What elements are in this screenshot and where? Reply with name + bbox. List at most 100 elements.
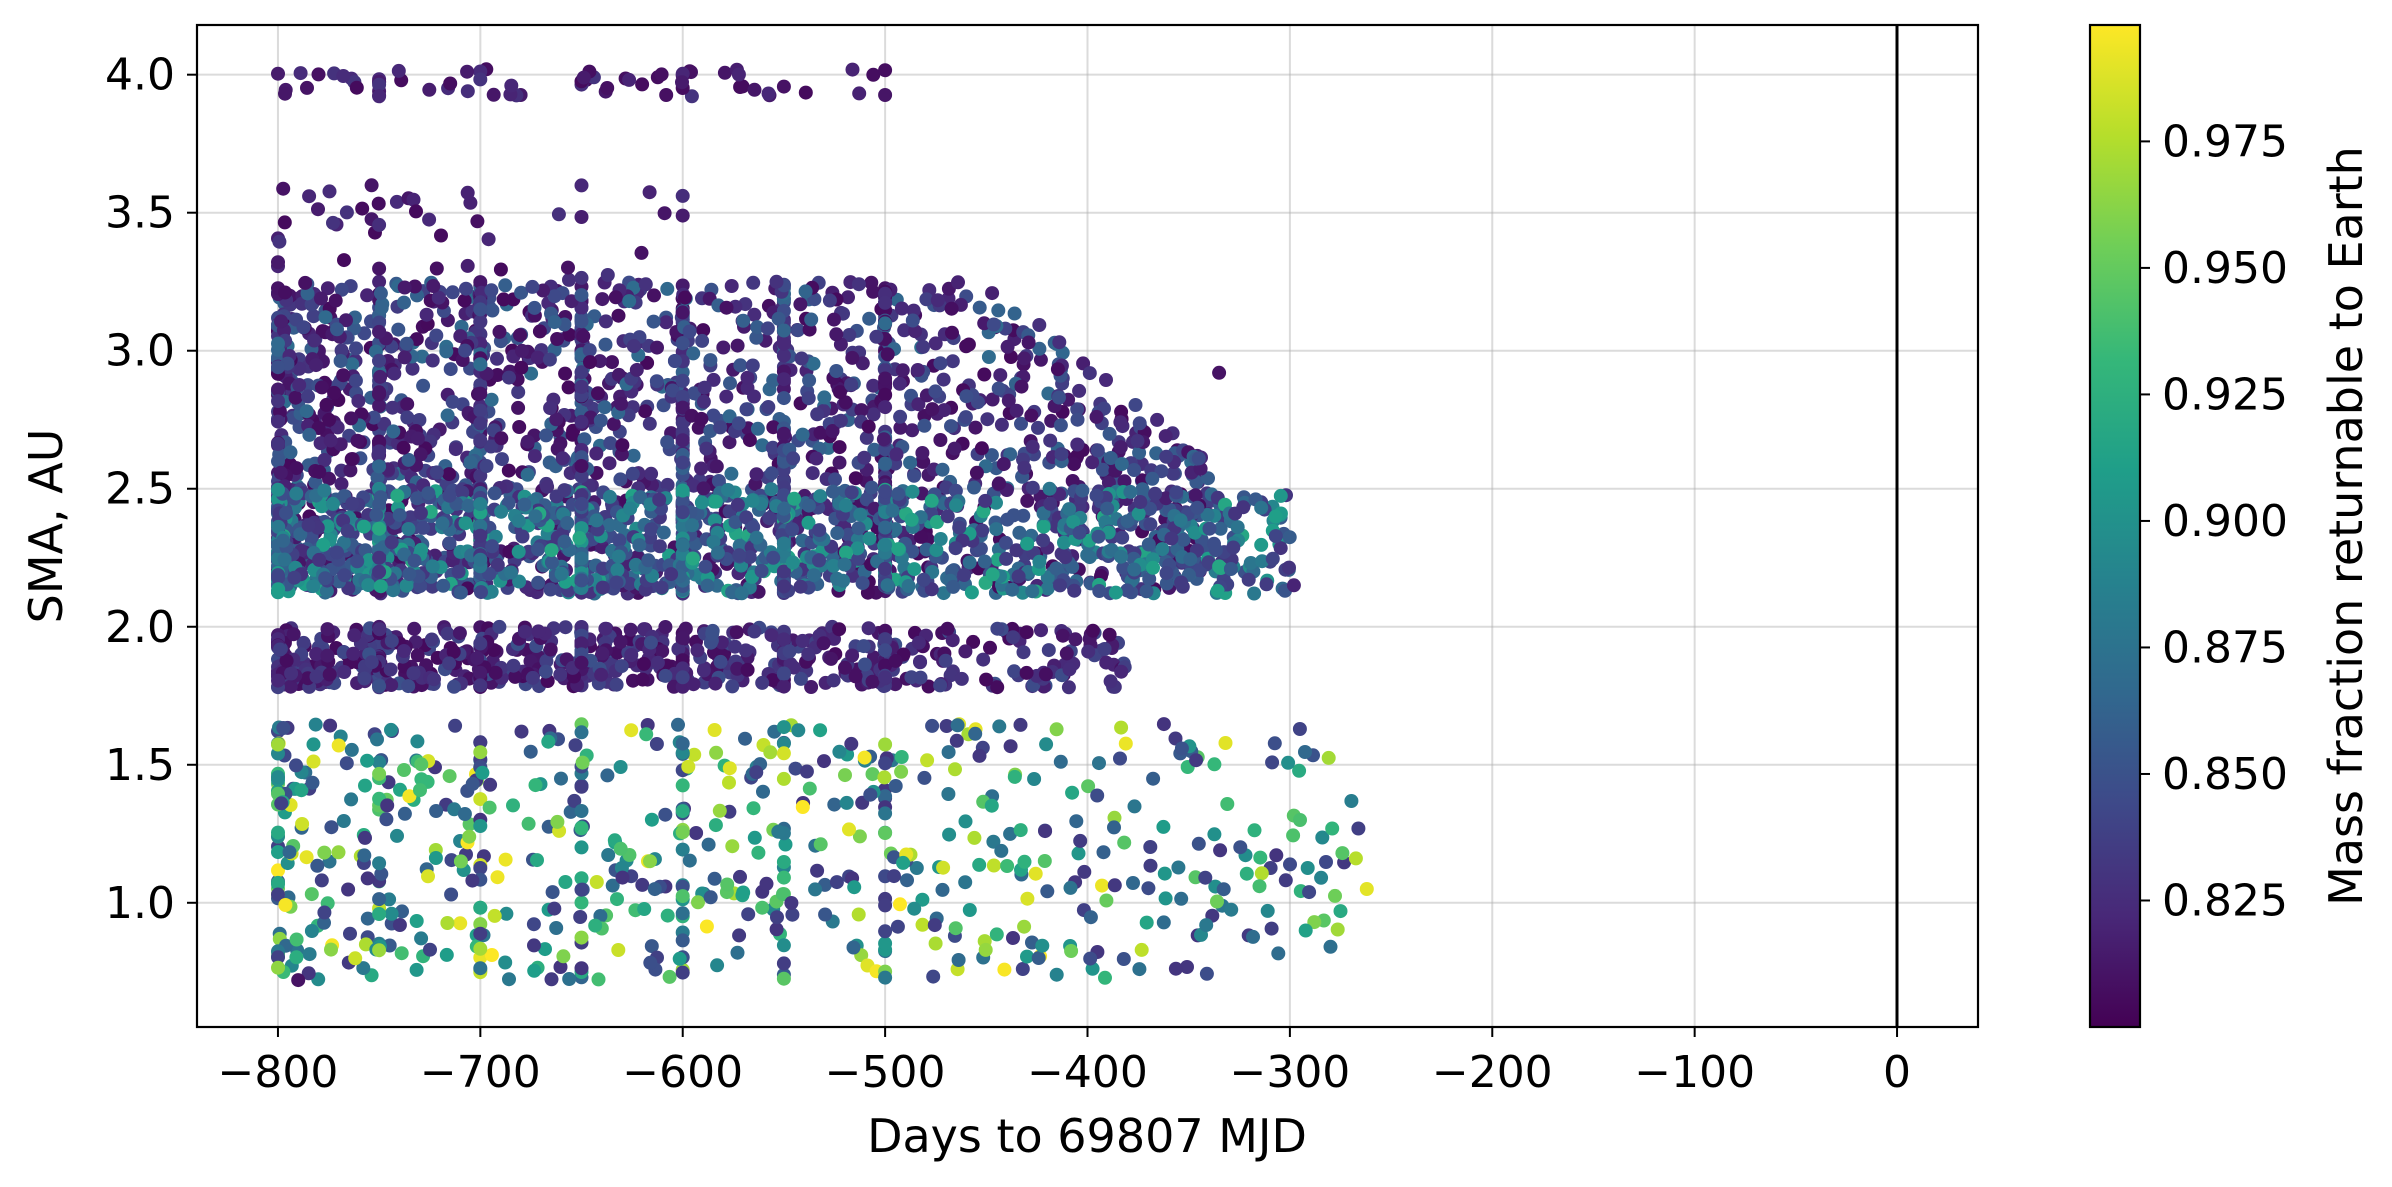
scatter-point bbox=[336, 814, 351, 828]
scatter-point bbox=[343, 926, 357, 941]
scatter-point bbox=[337, 568, 352, 583]
scatter-point bbox=[638, 404, 653, 419]
scatter-point bbox=[1092, 584, 1107, 598]
scatter-point bbox=[317, 453, 332, 467]
scatter-point bbox=[1009, 403, 1024, 418]
scatter-point bbox=[603, 436, 618, 451]
scatter-point bbox=[455, 485, 470, 500]
scatter-point bbox=[1017, 351, 1032, 366]
scatter-point bbox=[1202, 521, 1217, 536]
scatter-point bbox=[828, 472, 842, 487]
scatter-point bbox=[904, 512, 919, 527]
scatter-point bbox=[312, 464, 327, 479]
scatter-point bbox=[1159, 566, 1174, 581]
scatter-point bbox=[1123, 484, 1138, 499]
scatter-point bbox=[696, 481, 711, 496]
y-tick-label: 3.5 bbox=[105, 188, 175, 239]
scatter-point bbox=[305, 775, 320, 790]
scatter-point bbox=[357, 848, 372, 863]
scatter-point bbox=[910, 363, 925, 377]
scatter-point bbox=[992, 719, 1007, 734]
scatter-point bbox=[615, 438, 630, 453]
scatter-point bbox=[675, 305, 690, 320]
scatter-point bbox=[322, 667, 337, 682]
scatter-point bbox=[1025, 439, 1040, 454]
scatter-point bbox=[473, 302, 488, 317]
scatter-point bbox=[878, 826, 893, 840]
scatter-point bbox=[372, 459, 387, 474]
scatter-point bbox=[908, 324, 923, 339]
scatter-point bbox=[1319, 855, 1333, 869]
scatter-point bbox=[473, 403, 488, 418]
scatter-point bbox=[1207, 536, 1221, 551]
scatter-point bbox=[364, 178, 379, 193]
scatter-point bbox=[699, 441, 714, 456]
scatter-point bbox=[694, 461, 709, 476]
scatter-point bbox=[407, 621, 422, 636]
scatter-point bbox=[574, 379, 589, 394]
scatter-point bbox=[410, 491, 425, 506]
scatter-point bbox=[732, 928, 747, 943]
scatter-point bbox=[798, 85, 813, 100]
scatter-point bbox=[738, 731, 752, 746]
scatter-point bbox=[878, 400, 893, 415]
scatter-point bbox=[339, 313, 353, 328]
scatter-point bbox=[671, 717, 685, 732]
scatter-point bbox=[1271, 946, 1286, 961]
scatter-point bbox=[862, 531, 877, 546]
scatter-point bbox=[453, 916, 468, 931]
scatter-point bbox=[976, 652, 991, 667]
scatter-point bbox=[292, 361, 307, 376]
scatter-point bbox=[1041, 643, 1056, 658]
scatter-point bbox=[776, 855, 791, 869]
scatter-point bbox=[1207, 827, 1222, 842]
scatter-point bbox=[810, 863, 825, 878]
scatter-point bbox=[392, 508, 407, 523]
scatter-point bbox=[842, 328, 857, 342]
scatter-point bbox=[544, 543, 559, 558]
scatter-point bbox=[755, 900, 770, 915]
scatter-point bbox=[574, 288, 589, 303]
scatter-point bbox=[283, 445, 298, 460]
scatter-point bbox=[372, 444, 387, 459]
scatter-point bbox=[460, 64, 475, 79]
scatter-point bbox=[838, 660, 852, 675]
scatter-point bbox=[372, 892, 387, 907]
scatter-point bbox=[1155, 542, 1170, 557]
scatter-point bbox=[967, 480, 981, 495]
scatter-point bbox=[328, 293, 343, 308]
scatter-point bbox=[608, 290, 623, 305]
scatter-point bbox=[595, 646, 610, 661]
scatter-point bbox=[591, 386, 605, 401]
scatter-point bbox=[833, 413, 848, 428]
scatter-point bbox=[573, 910, 588, 924]
scatter-point bbox=[869, 329, 884, 344]
scatter-point bbox=[876, 432, 891, 447]
scatter-point bbox=[386, 583, 401, 598]
scatter-point bbox=[622, 576, 637, 591]
scatter-point bbox=[911, 397, 926, 412]
scatter-point bbox=[1252, 879, 1267, 894]
scatter-point bbox=[323, 718, 338, 733]
scatter-point bbox=[1083, 910, 1098, 925]
scatter-point bbox=[817, 390, 832, 405]
scatter-point bbox=[1131, 506, 1146, 521]
scatter-point bbox=[520, 467, 535, 482]
scatter-point bbox=[900, 873, 914, 888]
scatter-point bbox=[805, 466, 820, 481]
scatter-point bbox=[1021, 335, 1036, 350]
y-axis-ticks: 1.01.52.02.53.03.54.0 bbox=[105, 50, 197, 929]
scatter-point bbox=[1145, 471, 1160, 486]
scatter-point bbox=[397, 644, 411, 658]
scatter-point bbox=[907, 901, 922, 916]
scatter-point bbox=[675, 373, 690, 388]
scatter-point bbox=[959, 389, 974, 404]
scatter-point bbox=[822, 293, 837, 308]
scatter-point bbox=[364, 655, 379, 670]
scatter-point bbox=[461, 498, 476, 513]
scatter-point bbox=[813, 837, 828, 852]
scatter-point bbox=[1069, 814, 1084, 829]
scatter-point bbox=[465, 776, 480, 791]
scatter-point bbox=[1286, 828, 1301, 843]
